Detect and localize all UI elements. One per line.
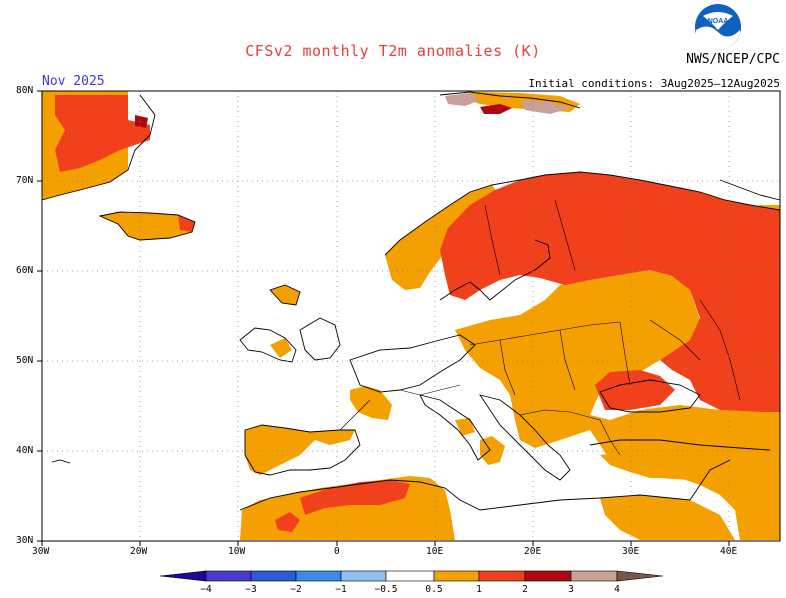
valid-month: Nov 2025 [42,74,105,89]
colorbar-label: 2 [522,584,528,595]
colorbar-segment [205,570,252,582]
lon-label-0: 0 [334,546,340,557]
map-title: CFSv2 monthly T2m anomalies (K) [245,42,541,60]
lat-label-30n: 30N [16,535,34,546]
colorbar-segment [433,570,480,582]
anomaly-shading [42,91,780,540]
colorbar-label: −1 [335,584,347,595]
lon-label-20e: 20E [524,546,542,557]
lon-label-20w: 20W [130,546,148,557]
colorbar-label: −3 [245,584,257,595]
colorbar-label: −2 [290,584,302,595]
lon-label-10w: 10W [228,546,246,557]
colorbar-label: 1 [476,584,482,595]
lat-label-80n: 80N [16,85,34,96]
map-frame [41,90,781,542]
colorbar-label: −4 [200,584,212,595]
noaa-logo-text: NOAA [708,18,729,25]
lat-label-60n: 60N [16,265,34,276]
colorbar-label: 4 [614,584,620,595]
colorbar-segment [340,570,387,582]
lat-label-40n: 40N [16,445,34,456]
colorbar-segment [295,570,342,582]
colorbar-segment [570,570,618,582]
agency-label: NWS/NCEP/CPC [686,52,780,67]
colorbar-label: −0.5 [374,584,398,595]
initial-conditions: Initial conditions: 3Aug2025–12Aug2025 [528,77,780,90]
noaa-logo: NOAA [695,4,741,50]
country-borders [339,199,741,456]
colorbar-segment [250,570,297,582]
colorbar-segment [478,570,526,582]
colorbar [159,570,664,582]
colorbar-segment [385,570,435,582]
lon-label-10e: 10E [426,546,444,557]
colorbar-label: 0.5 [425,584,443,595]
colorbar-arrow-high [616,570,664,582]
colorbar-segment [524,570,572,582]
lon-label-30w: 30W [32,546,50,557]
graticule [42,91,780,541]
lat-label-50n: 50N [16,355,34,366]
lat-label-70n: 70N [16,175,34,186]
lon-label-30e: 30E [622,546,640,557]
coastlines [41,91,781,511]
colorbar-label: 3 [568,584,574,595]
colorbar-arrow-low [159,570,207,582]
lon-label-40e: 40E [720,546,738,557]
